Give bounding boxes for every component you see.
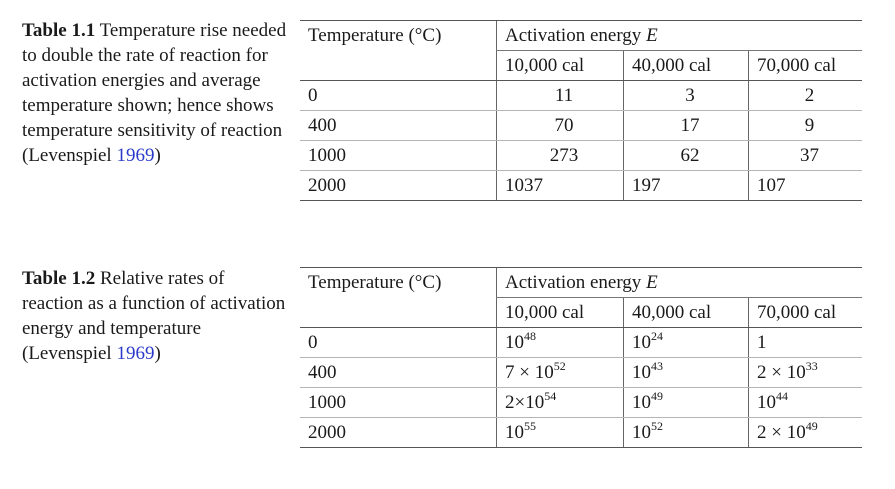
value-cell: 1052 [623, 417, 749, 448]
value-cell: 62 [623, 140, 749, 171]
energy-col-1-header: 10,000 cal [496, 50, 624, 81]
table-row: 400 70 17 9 [300, 110, 862, 141]
table-row: 2000 1055 1052 2 × 1049 [300, 417, 862, 448]
value-cell: 1049 [623, 387, 749, 418]
energy-col-3-header: 70,000 cal [748, 297, 862, 328]
value-cell: 3 [623, 80, 749, 111]
table-1-2-caption-end: ) [154, 343, 161, 364]
table-row: 0 1048 1024 1 [300, 327, 862, 358]
value-cell: 2 × 1049 [748, 417, 862, 448]
activation-energy-variable: E [646, 272, 658, 293]
activation-energy-variable: E [646, 25, 658, 46]
value-cell: 1043 [623, 357, 749, 388]
value-cell: 17 [623, 110, 749, 141]
value-cell: 273 [496, 140, 624, 171]
table-row: 0 11 3 2 [300, 80, 862, 111]
value-cell: 1055 [496, 417, 624, 448]
table-1-1-caption: Table 1.1 Temperature rise needed to dou… [22, 18, 290, 168]
table-1-2: Temperature (°C) Activation energy E 10,… [300, 267, 862, 448]
table-row: 400 7 × 1052 1043 2 × 1033 [300, 357, 862, 388]
table-1-1-label: Table 1.1 [22, 20, 96, 41]
value-cell: 11 [496, 80, 624, 111]
temp-cell: 2000 [300, 417, 497, 448]
value-cell: 2 [748, 80, 862, 111]
table-1-1: Temperature (°C) Activation energy E 10,… [300, 20, 862, 201]
temp-cell: 400 [300, 357, 497, 388]
value-cell: 1024 [623, 327, 749, 358]
energy-col-3-header: 70,000 cal [748, 50, 862, 81]
value-cell: 70 [496, 110, 624, 141]
value-cell: 2×1054 [496, 387, 624, 418]
value-cell: 1044 [748, 387, 862, 418]
table-row: 1000 273 62 37 [300, 140, 862, 171]
table-1-1-caption-end: ) [154, 145, 161, 166]
table-1-2-label: Table 1.2 [22, 268, 96, 289]
table-row: 1000 2×1054 1049 1044 [300, 387, 862, 418]
activation-energy-header: Activation energy E [496, 267, 862, 298]
table-1-2-citation-link[interactable]: 1969 [116, 343, 155, 364]
table-1-1-caption-text: Temperature rise needed to double the ra… [22, 20, 287, 166]
value-cell: 1048 [496, 327, 624, 358]
value-cell: 37 [748, 140, 862, 171]
table-1-2-block: Table 1.2 Relative rates of reaction as … [0, 255, 895, 489]
activation-energy-header-text: Activation energy [505, 25, 642, 46]
temp-cell: 0 [300, 327, 497, 358]
temp-cell: 400 [300, 110, 497, 141]
temperature-header: Temperature (°C) [300, 267, 497, 328]
temp-cell: 1000 [300, 387, 497, 418]
table-row: 2000 1037 197 107 [300, 170, 862, 201]
table-1-1-citation-link[interactable]: 1969 [116, 145, 155, 166]
temperature-header: Temperature (°C) [300, 20, 497, 81]
value-cell: 1 [748, 327, 862, 358]
energy-col-2-header: 40,000 cal [623, 297, 749, 328]
value-cell: 2 × 1033 [748, 357, 862, 388]
temp-cell: 1000 [300, 140, 497, 171]
value-cell: 1037 [496, 170, 624, 201]
value-cell: 9 [748, 110, 862, 141]
value-cell: 7 × 1052 [496, 357, 624, 388]
table-1-1-block: Table 1.1 Temperature rise needed to dou… [0, 0, 895, 240]
activation-energy-header-text: Activation energy [505, 272, 642, 293]
energy-col-2-header: 40,000 cal [623, 50, 749, 81]
temp-cell: 0 [300, 80, 497, 111]
value-cell: 197 [623, 170, 749, 201]
table-1-2-caption: Table 1.2 Relative rates of reaction as … [22, 266, 290, 366]
activation-energy-header: Activation energy E [496, 20, 862, 51]
table-1-2-caption-text: Relative rates of reaction as a function… [22, 268, 286, 364]
value-cell: 107 [748, 170, 862, 201]
energy-col-1-header: 10,000 cal [496, 297, 624, 328]
temp-cell: 2000 [300, 170, 497, 201]
